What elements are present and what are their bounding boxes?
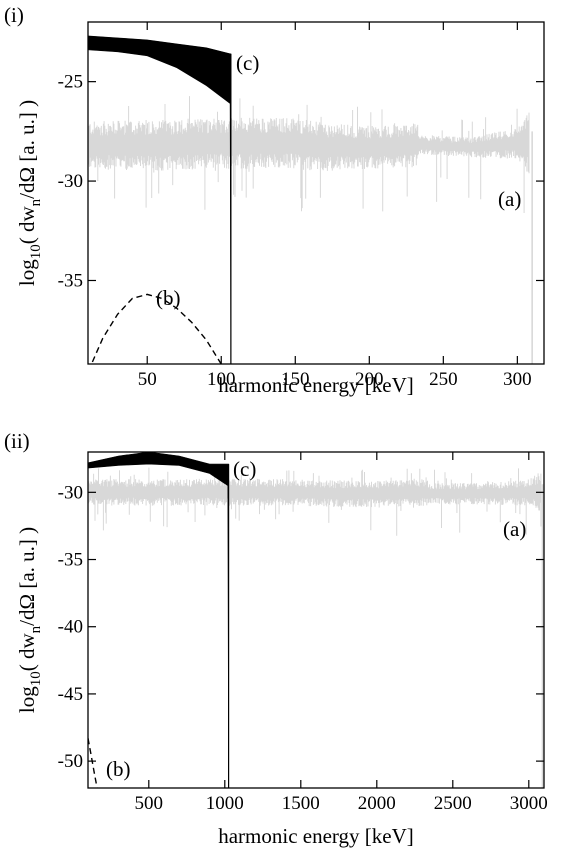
annotation-b: (b)	[106, 757, 131, 781]
annotation-c: (c)	[233, 457, 256, 481]
x-tick-label: 250	[429, 369, 458, 390]
y-axis-title-main: log	[15, 686, 39, 713]
y-axis-title-part: ( dw	[15, 633, 39, 672]
y-axis-title-subscript: 10	[28, 244, 44, 259]
panel-label: (ii)	[4, 429, 30, 453]
y-tick-label: -40	[58, 617, 83, 638]
panel-ii: (ii) 500 1000 1500 2000 2500 3000 -30 -35 -40 -45…	[4, 429, 548, 848]
x-tick-label: 2000	[358, 793, 396, 814]
series-group	[88, 452, 544, 788]
y-tick-label: -35	[58, 550, 83, 571]
y-axis-title-main: log	[15, 259, 39, 286]
x-tick-label: 300	[503, 369, 532, 390]
y-tick-label: -25	[58, 72, 83, 93]
y-tick-label: -35	[58, 270, 83, 291]
plot-frame	[87, 21, 545, 365]
x-axis-title: harmonic energy [keV]	[218, 373, 414, 397]
x-tick-label: 1500	[282, 793, 320, 814]
plot-frame	[87, 451, 545, 789]
y-axis-title-subscript: n	[28, 625, 44, 633]
x-tick-label: 200	[355, 369, 384, 390]
x-tick-label: 3000	[510, 793, 548, 814]
x-tick-label: 500	[135, 793, 164, 814]
y-axis-title: log10( dwn/dΩ [a. u.] )	[15, 527, 44, 713]
series-a-band	[88, 467, 542, 536]
series-b-line	[91, 293, 222, 364]
y-axis-title-part: /dΩ [a. u.] )	[15, 100, 39, 199]
plot-area	[88, 452, 544, 788]
y-axis-title-part: ( dw	[15, 206, 39, 245]
axis-ticks: 50 100 150 200 250 300 -25 -30 -35	[58, 22, 544, 390]
series-group	[88, 35, 533, 364]
y-axis-title-subscript: 10	[28, 671, 44, 686]
annotation-a: (a)	[498, 187, 521, 211]
x-tick-label: 1000	[206, 793, 244, 814]
x-tick-label: 150	[281, 369, 310, 390]
annotation-a: (a)	[503, 517, 526, 541]
series-c-band	[88, 452, 229, 788]
y-tick-label: -30	[58, 482, 83, 503]
x-tick-label: 50	[138, 369, 157, 390]
x-axis-title: harmonic energy [keV]	[218, 824, 414, 848]
panel-label: (i)	[4, 3, 24, 27]
series-b-line	[88, 738, 98, 788]
axis-ticks: 500 1000 1500 2000 2500 3000 -30 -35 -40 -45 -50	[58, 452, 548, 814]
annotation-c: (c)	[236, 51, 259, 75]
y-axis-title-part: /dΩ [a. u.] )	[15, 527, 39, 626]
y-tick-label: -30	[58, 171, 83, 192]
panel-i: (i) 50 100 150 200 250 300 -25 -30 -35 harmonic …	[4, 3, 545, 397]
y-axis-title: log10( dwn/dΩ [a. u.] )	[15, 100, 44, 286]
x-tick-label: 100	[207, 369, 236, 390]
annotation-b: (b)	[156, 286, 181, 310]
plot-area	[88, 35, 533, 364]
y-tick-label: -50	[58, 751, 83, 772]
y-tick-label: -45	[58, 684, 83, 705]
y-axis-title-subscript: n	[28, 198, 44, 206]
series-c-band	[88, 35, 232, 364]
series-a-band	[88, 96, 530, 213]
x-tick-label: 2500	[434, 793, 472, 814]
